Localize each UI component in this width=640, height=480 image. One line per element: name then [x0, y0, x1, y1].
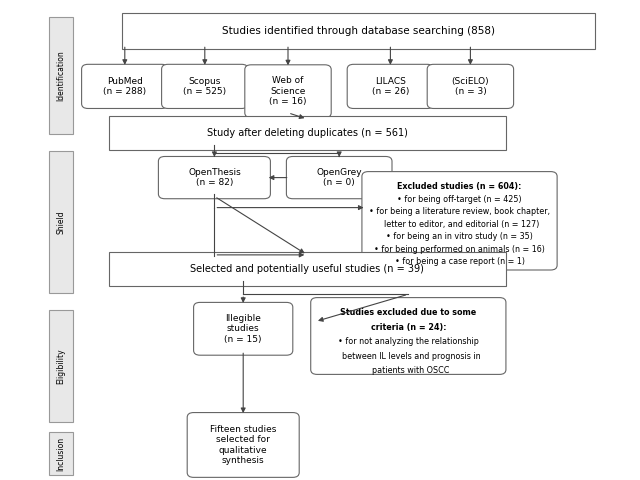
Text: OpenThesis
(n = 82): OpenThesis (n = 82) [188, 168, 241, 187]
Text: between IL levels and prognosis in: between IL levels and prognosis in [337, 352, 480, 360]
Text: Shield: Shield [56, 210, 65, 234]
Text: • for being performed on animals (n = 16): • for being performed on animals (n = 16… [374, 245, 545, 254]
FancyBboxPatch shape [49, 310, 73, 422]
FancyBboxPatch shape [49, 432, 73, 475]
Text: Excluded studies (n = 604):: Excluded studies (n = 604): [397, 182, 522, 192]
FancyBboxPatch shape [109, 252, 506, 286]
Text: Web of
Science
(n = 16): Web of Science (n = 16) [269, 76, 307, 106]
Text: • for being an in vitro study (n = 35): • for being an in vitro study (n = 35) [386, 232, 533, 241]
Text: • for being a literature review, book chapter,: • for being a literature review, book ch… [369, 207, 550, 216]
Text: Studies excluded due to some: Studies excluded due to some [340, 309, 476, 317]
FancyBboxPatch shape [311, 298, 506, 374]
FancyBboxPatch shape [49, 17, 73, 134]
Text: • for being a case report (n = 1): • for being a case report (n = 1) [394, 257, 525, 266]
Text: Scopus
(n = 525): Scopus (n = 525) [183, 77, 227, 96]
FancyBboxPatch shape [122, 13, 595, 49]
Text: letter to editor, and editorial (n = 127): letter to editor, and editorial (n = 127… [380, 220, 540, 229]
Text: Illegible
studies
(n = 15): Illegible studies (n = 15) [225, 314, 262, 344]
Text: Inclusion: Inclusion [56, 436, 65, 471]
Text: Study after deleting duplicates (n = 561): Study after deleting duplicates (n = 561… [207, 128, 408, 138]
FancyBboxPatch shape [82, 64, 168, 108]
FancyBboxPatch shape [159, 156, 270, 199]
Text: LILACS
(n = 26): LILACS (n = 26) [372, 77, 409, 96]
Text: Studies identified through database searching (858): Studies identified through database sear… [222, 26, 495, 36]
FancyBboxPatch shape [245, 65, 332, 118]
Text: Fifteen studies
selected for
qualitative
synthesis: Fifteen studies selected for qualitative… [210, 425, 276, 465]
Text: • for being off-target (n = 425): • for being off-target (n = 425) [397, 195, 522, 204]
Text: Eligibility: Eligibility [56, 348, 65, 384]
FancyBboxPatch shape [347, 64, 434, 108]
FancyBboxPatch shape [187, 412, 300, 477]
Text: patients with OSCC: patients with OSCC [367, 366, 449, 375]
FancyBboxPatch shape [287, 156, 392, 199]
Text: criteria (n = 24):: criteria (n = 24): [371, 323, 446, 332]
FancyBboxPatch shape [109, 116, 506, 150]
Text: (SciELO)
(n = 3): (SciELO) (n = 3) [452, 77, 489, 96]
FancyBboxPatch shape [193, 302, 293, 355]
Text: PubMed
(n = 288): PubMed (n = 288) [103, 77, 147, 96]
FancyBboxPatch shape [362, 172, 557, 270]
FancyBboxPatch shape [161, 64, 248, 108]
FancyBboxPatch shape [428, 64, 514, 108]
FancyBboxPatch shape [49, 151, 73, 293]
Text: • for not analyzing the relationship: • for not analyzing the relationship [338, 337, 479, 346]
Text: OpenGrey
(n = 0): OpenGrey (n = 0) [316, 168, 362, 187]
Text: Selected and potentially useful studies (n = 39): Selected and potentially useful studies … [190, 264, 424, 274]
Text: Identification: Identification [56, 50, 65, 101]
